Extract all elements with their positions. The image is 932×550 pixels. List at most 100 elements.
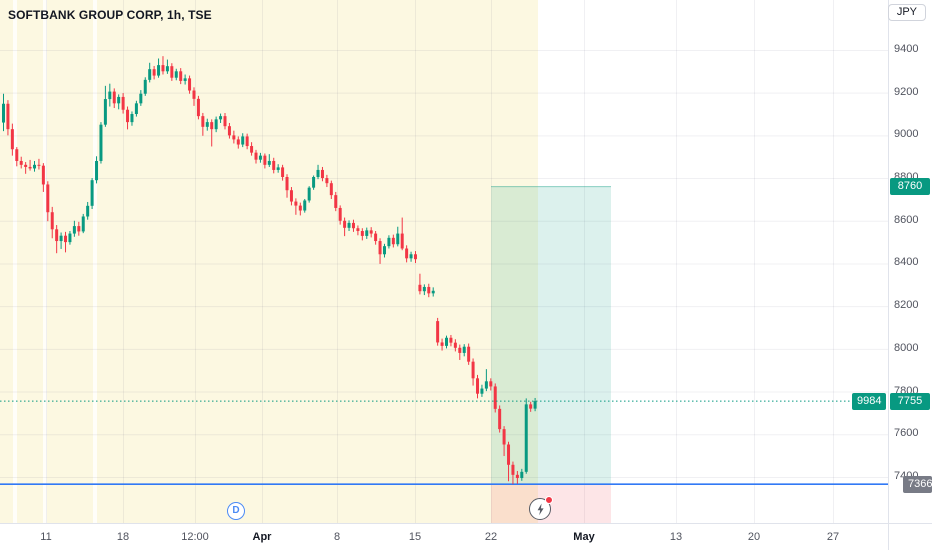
candle-body [126, 109, 130, 123]
profit-zone [491, 186, 611, 485]
candle-body [77, 226, 81, 232]
candle-body [449, 337, 453, 343]
candle-body [387, 237, 391, 247]
candle-body [121, 96, 125, 110]
candle-body [445, 337, 448, 346]
candle-body [210, 122, 214, 130]
loss-zone [491, 484, 611, 523]
candle-body [117, 96, 121, 104]
time-axis-label: 12:00 [181, 531, 209, 543]
currency-button[interactable]: JPY [887, 4, 926, 21]
candle-body [112, 91, 116, 104]
time-axis-label: 8 [333, 531, 341, 543]
candle-body [46, 184, 50, 213]
candle-body [471, 361, 475, 379]
candle-body [165, 66, 169, 72]
earnings-marker[interactable] [529, 496, 553, 520]
candle-body [50, 212, 54, 230]
candle-body [148, 69, 152, 80]
candle-body [24, 164, 28, 167]
candle-body [462, 346, 466, 353]
price-axis-label: 9200 [894, 85, 919, 98]
candle-body [320, 169, 324, 179]
candle-body [72, 226, 76, 234]
candle-body [28, 166, 32, 169]
candle-body [55, 229, 59, 242]
candle-body [343, 220, 347, 228]
candle-body [236, 139, 240, 145]
price-axis-label: 7600 [894, 427, 919, 440]
symbol-title[interactable]: SOFTBANK GROUP CORP, 1h, TSE [8, 8, 212, 22]
candle-body [143, 79, 147, 94]
time-axis-label: 18 [116, 531, 130, 543]
candle-body [19, 160, 23, 165]
candle-body [139, 93, 143, 104]
candle-body [334, 195, 338, 208]
candle-body [480, 388, 484, 394]
candle-body [391, 237, 395, 245]
candle-body [170, 66, 174, 78]
candle-body [232, 135, 236, 140]
candle-body [223, 116, 227, 127]
candle-body [303, 200, 307, 211]
candle-body [484, 381, 488, 389]
candle-body [458, 347, 462, 353]
candle-body [382, 246, 386, 255]
candle-body [529, 404, 533, 409]
candle-body [298, 205, 302, 211]
candle-body [179, 71, 183, 81]
price-axis-separator [888, 0, 889, 550]
time-axis-label: 20 [747, 531, 761, 543]
candle-body [507, 444, 511, 465]
candle-body [108, 91, 112, 100]
session-gap [43, 0, 47, 523]
price-axis-label: 8000 [894, 341, 919, 354]
candle-body [134, 103, 138, 115]
candle-body [276, 167, 280, 170]
candle-body [263, 155, 267, 165]
candle-body [347, 222, 351, 228]
time-axis-label: May [573, 531, 595, 543]
candle-body [351, 222, 355, 229]
candle-body [289, 190, 293, 202]
symbol-code-badge: 9984 [852, 392, 886, 410]
price-axis-label: 8600 [894, 213, 919, 226]
candle-body [250, 146, 254, 153]
time-axis-label: 22 [484, 531, 498, 543]
candle-body [493, 386, 497, 409]
session-highlight [0, 0, 538, 523]
candle-body [409, 254, 413, 259]
candle-body [201, 116, 205, 127]
candle-body [95, 160, 99, 181]
alert-dot-icon [545, 496, 553, 504]
candle-body [205, 122, 209, 127]
candle-body [103, 99, 107, 125]
candle-body [520, 471, 524, 479]
candle-body [378, 241, 382, 255]
candle-body [431, 290, 435, 294]
candle-body [374, 233, 378, 242]
candle-body [338, 207, 342, 221]
candle-body [81, 216, 85, 232]
candle-body [157, 65, 161, 76]
candle-body [524, 404, 528, 472]
candle-body [511, 464, 515, 475]
candle-body [502, 429, 506, 445]
candle-body [498, 408, 502, 430]
candle-body [325, 178, 329, 184]
time-axis-label: 13 [669, 531, 683, 543]
candle-body [533, 401, 537, 409]
candle-body [68, 233, 72, 243]
time-axis-separator [0, 523, 932, 524]
candlestick-chart[interactable] [0, 0, 889, 524]
candle-body [436, 321, 440, 343]
candle-body [161, 65, 165, 72]
candle-body [15, 149, 19, 161]
candle-body [418, 284, 422, 292]
candle-body [281, 167, 285, 177]
candle-body [294, 201, 298, 206]
candle-body [360, 231, 364, 236]
time-axis-label: 27 [826, 531, 840, 543]
dividend-marker[interactable]: D [227, 502, 245, 520]
